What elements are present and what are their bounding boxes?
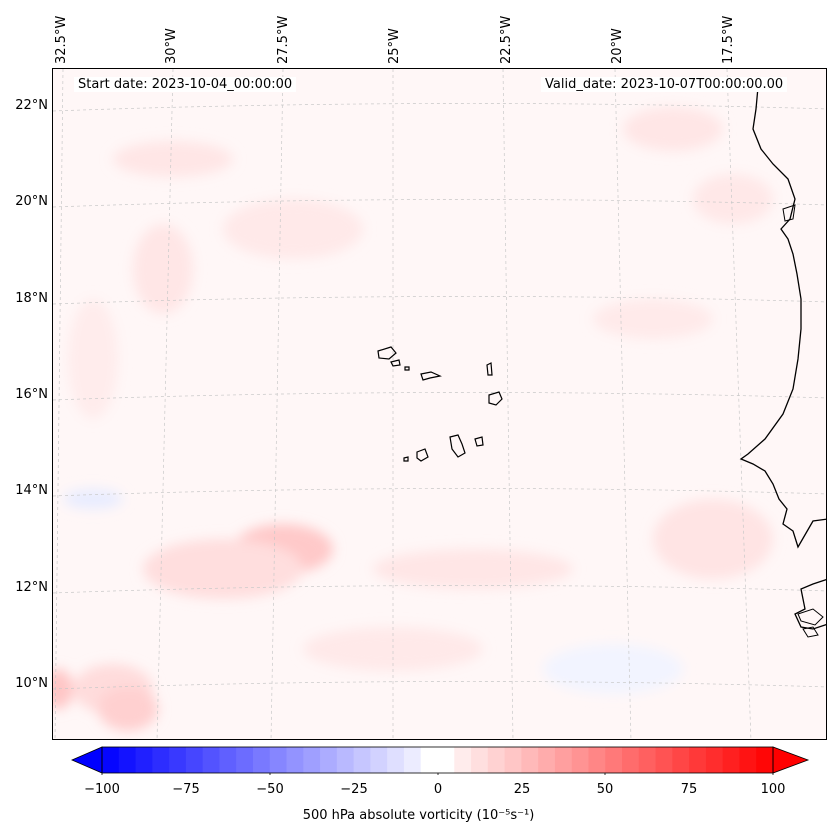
colorbar-cell [135,747,153,773]
colorbar-cell [538,747,556,773]
colorbar-cells [102,747,774,773]
island-boa-vista [488,391,503,406]
island-sao-nicolau [420,371,442,381]
colorbar-cell [689,747,707,773]
colorbar-cell [605,747,623,773]
colorbar-cell [554,747,573,773]
cbar-tick-25: 25 [513,782,531,797]
colorbar-cell [756,747,774,773]
colorbar-cell [571,747,589,773]
colorbar-extend-max [772,746,810,774]
cbar-tick-75: 75 [680,782,698,797]
colorbar-cell [286,747,304,773]
colorbar-cell [236,747,254,773]
coastal-island-1 [802,626,819,638]
colorbar-cell [722,747,740,773]
lat-label-12n: 12°N [15,580,48,595]
colorbar-outline [101,746,774,774]
island-santa-luzia [404,366,410,371]
lon-label-20w: 20°W [610,28,625,64]
colorbar [70,746,810,775]
lon-label-32-5w: 32.5°W [54,15,69,64]
valid-date-label: Valid_date: 2023-10-07T00:00:00.00 [541,77,788,92]
island-maio [474,436,484,447]
colorbar-cell [638,747,657,773]
bijagos-islands [797,608,824,626]
cbar-tick-neg100: −100 [84,782,120,797]
cbar-tick-0: 0 [433,782,443,797]
map-panel [52,68,827,740]
colorbar-cell [471,747,489,773]
colorbar-ticks [101,773,774,775]
vorticity-contours [53,107,773,731]
colorbar-cell [504,747,522,773]
colorbar-cell [588,747,606,773]
colorbar-cell [370,747,388,773]
colorbar-cell [118,747,137,773]
island-brava [403,456,409,462]
colorbar-cell [739,747,757,773]
cbar-tick-100: 100 [760,782,786,797]
cbar-tick-neg25: −25 [340,782,368,797]
island-sal [486,362,493,376]
colorbar-cell [622,747,640,773]
lat-label-14n: 14°N [15,483,48,498]
colorbar-cell [437,747,455,773]
graticule [53,69,826,739]
colorbar-cell [320,747,338,773]
coastal-island-2 [782,204,796,222]
colorbar-cell [202,747,220,773]
colorbar-label: 500 hPa absolute vorticity (10⁻⁵s⁻¹) [302,808,535,823]
colorbar-cell [705,747,724,773]
colorbar-cell [269,747,288,773]
island-santo-antao [377,346,397,360]
lon-label-27-5w: 27.5°W [276,15,291,64]
start-date-label: Start date: 2023-10-04_00:00:00 [74,77,297,92]
cape-verde-islands [377,346,503,462]
colorbar-extend-min [70,746,103,774]
lon-label-25w: 25°W [387,28,402,64]
colorbar-cell [303,747,321,773]
colorbar-cell [487,747,506,773]
cbar-tick-neg75: −75 [172,782,200,797]
vorticity-field [53,69,826,739]
colorbar-cell [655,747,673,773]
colorbar-cell [152,747,170,773]
cbar-tick-neg50: −50 [256,782,284,797]
lat-label-10n: 10°N [15,676,48,691]
lon-label-22-5w: 22.5°W [499,15,514,64]
lon-label-17-5w: 17.5°W [721,15,736,64]
lat-label-16n: 16°N [15,387,48,402]
lat-label-18n: 18°N [15,291,48,306]
colorbar-cell [454,747,472,773]
colorbar-cell [387,747,405,773]
colorbar-cell [521,747,539,773]
colorbar-cell [252,747,271,773]
colorbar-cell [102,747,120,773]
colorbar-cell [336,747,355,773]
colorbar-cell [403,747,422,773]
colorbar-cell [353,747,371,773]
lon-label-30w: 30°W [164,28,179,64]
colorbar-cell [219,747,237,773]
island-fogo [416,448,429,462]
colorbar-cell [672,747,690,773]
island-santiago [449,434,466,458]
island-sao-vicente [390,359,401,367]
colorbar-cell [185,747,204,773]
cbar-tick-50: 50 [596,782,614,797]
lat-label-20n: 20°N [15,194,48,209]
lat-label-22n: 22°N [15,98,48,113]
colorbar-cell [169,747,187,773]
africa-coastline [739,86,826,630]
colorbar-cell [420,747,438,773]
